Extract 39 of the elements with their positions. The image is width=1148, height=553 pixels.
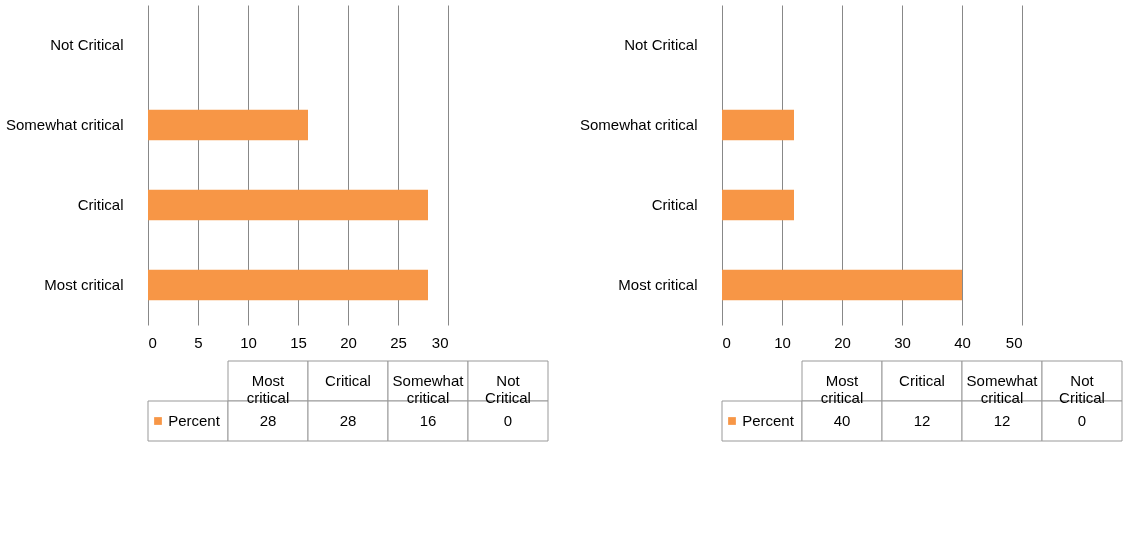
category-label: Most critical — [820, 372, 864, 406]
x-tick-label: 5 — [194, 333, 203, 351]
legend-label: Percent — [168, 412, 221, 429]
text: 40 — [833, 412, 851, 429]
text: 28 — [259, 412, 277, 429]
x-tick-label: 10 — [774, 333, 791, 351]
category-label: Critical — [899, 372, 945, 389]
category-label: Somewhat critical — [966, 372, 1038, 406]
category-label: Most critical — [246, 372, 290, 406]
category-label: Somewhat critical — [392, 372, 464, 406]
category-label: Critical — [325, 372, 371, 389]
text: 0 — [1077, 412, 1087, 429]
y-tick-label: Not Critical — [50, 36, 124, 53]
text: 12 — [993, 412, 1011, 429]
x-tick-label: 20 — [340, 333, 357, 351]
x-tick-label: 0 — [722, 333, 731, 351]
x-tick-label: 10 — [240, 333, 257, 351]
y-tick-label: Somewhat critical — [579, 116, 698, 133]
x-tick-label: 40 — [954, 333, 971, 351]
x-tick-label: 30 — [431, 333, 449, 351]
y-tick-label: Critical — [77, 196, 124, 213]
text: 28 — [339, 412, 357, 429]
category-label: Not Critical — [485, 372, 531, 406]
x-tick-label: 50 — [1005, 333, 1023, 351]
y-tick-label: Not Critical — [624, 36, 698, 53]
y-tick-label: Most critical — [44, 276, 124, 293]
y-tick-label: Somewhat critical — [5, 116, 124, 133]
legend-label: Percent — [742, 412, 795, 429]
text: 16 — [419, 412, 437, 429]
text: 12 — [913, 412, 931, 429]
x-tick-label: 25 — [390, 333, 407, 351]
x-tick-label: 30 — [894, 333, 911, 351]
x-tick-label: 20 — [834, 333, 851, 351]
x-tick-label: 15 — [290, 333, 307, 351]
category-label: Not Critical — [1059, 372, 1105, 406]
y-tick-label: Critical — [651, 196, 698, 213]
x-tick-label: 0 — [148, 333, 157, 351]
y-tick-label: Most critical — [618, 276, 698, 293]
text: 0 — [503, 412, 513, 429]
